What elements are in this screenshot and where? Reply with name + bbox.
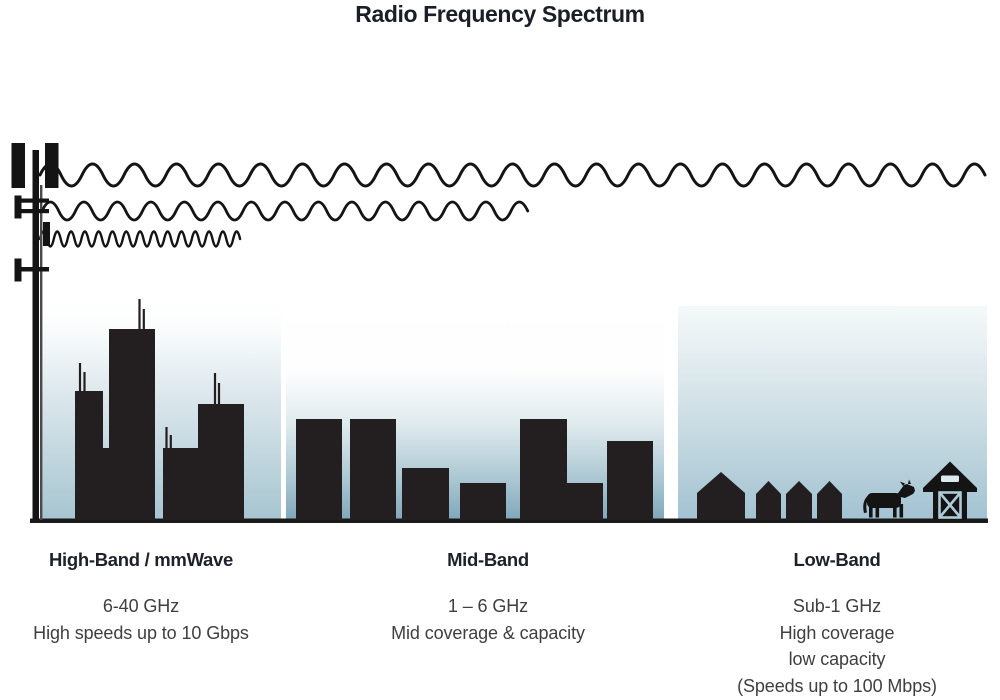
rooftop-antennas [78, 299, 221, 449]
band-label-mid: Mid-Band 1 – 6 GHz Mid coverage & capaci… [338, 550, 638, 646]
wave-short-icon [38, 230, 242, 248]
barn-icon [923, 461, 977, 520]
band-desc-mid: Mid coverage & capacity [391, 622, 585, 643]
band-freq-high: 6-40 GHz [102, 596, 180, 616]
barn-door [938, 491, 962, 519]
houses-icon [697, 472, 842, 520]
radio-waves [38, 162, 987, 248]
band-heading-mid: Mid-Band [447, 549, 529, 570]
page-title: Radio Frequency Spectrum [355, 1, 645, 27]
band-desc-low-1: High coverage [779, 622, 895, 643]
midrise-buildings-icon [296, 419, 653, 520]
wave-medium-icon [40, 200, 530, 222]
band-desc-low-2: low capacity [788, 649, 886, 670]
band-label-high: High-Band / mmWave 6-40 GHz High speeds … [0, 550, 291, 646]
band-desc-low-3: (Speeds up to 100 Mbps) [737, 675, 937, 696]
spectrum-illustration [11, 143, 988, 523]
band-desc-high: High speeds up to 10 Gbps [33, 622, 249, 643]
band-heading-high: High-Band / mmWave [48, 549, 234, 570]
cow-icon [863, 479, 915, 518]
wave-long-icon [38, 162, 987, 188]
ground-line [30, 518, 988, 523]
band-freq-mid: 1 – 6 GHz [447, 596, 529, 616]
barn-loft-vent [941, 475, 959, 482]
cell-tower-icon [11, 143, 59, 520]
skyscrapers-icon [75, 299, 244, 520]
band-freq-low: Sub-1 GHz [792, 596, 882, 616]
band-label-low: Low-Band Sub-1 GHz High coverage low cap… [687, 550, 987, 699]
band-heading-low: Low-Band [793, 549, 881, 570]
